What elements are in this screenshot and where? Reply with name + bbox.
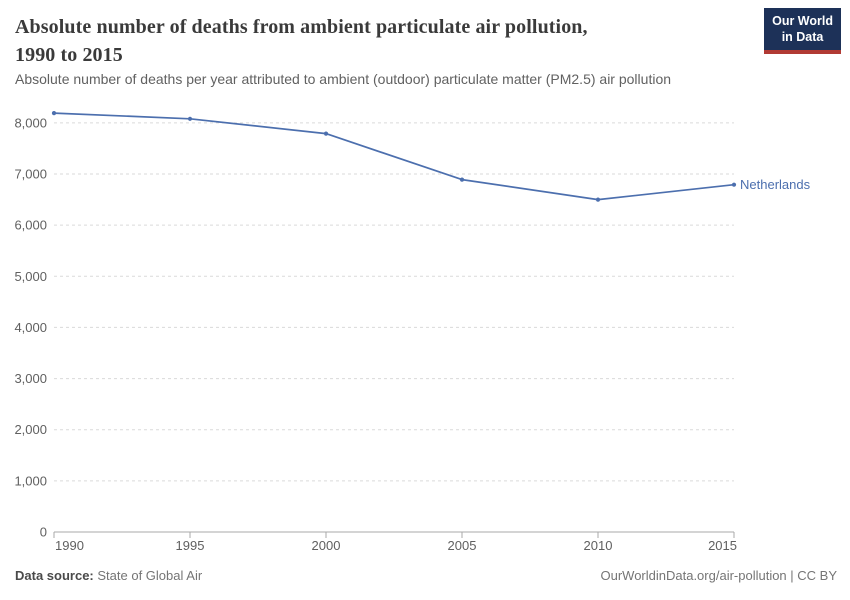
data-line bbox=[53, 112, 735, 201]
data-source-value: State of Global Air bbox=[97, 568, 203, 583]
series-end-label: Netherlands bbox=[740, 177, 811, 192]
x-axis-tick-label: 2005 bbox=[448, 538, 477, 553]
y-axis-tick-label: 5,000 bbox=[14, 269, 47, 284]
y-axis-tick-label: 6,000 bbox=[14, 218, 47, 233]
y-axis-tick-label: 0 bbox=[40, 525, 47, 540]
chart-subtitle: Absolute number of deaths per year attri… bbox=[15, 71, 672, 87]
x-axis-tick-label: 1995 bbox=[176, 538, 205, 553]
x-axis-tick-label: 2015 bbox=[708, 538, 737, 553]
owid-logo-line2: in Data bbox=[781, 30, 824, 45]
y-axis-tick-label: 3,000 bbox=[14, 371, 47, 386]
y-axis-tick-label: 2,000 bbox=[14, 422, 47, 437]
y-axis-tick-label: 4,000 bbox=[14, 320, 47, 335]
data-source: Data source: State of Global Air bbox=[15, 568, 202, 583]
x-axis-tick-label: 2010 bbox=[584, 538, 613, 553]
data-point-marker bbox=[51, 111, 57, 116]
data-source-label: Data source: bbox=[15, 568, 94, 583]
y-axis-tick-label: 8,000 bbox=[14, 115, 47, 130]
page-title: Absolute number of deaths from ambient p… bbox=[15, 14, 760, 69]
data-point-marker bbox=[323, 131, 329, 136]
data-point-marker bbox=[731, 182, 737, 187]
x-axis-tick-label: 2000 bbox=[312, 538, 341, 553]
x-axis-tick-label: 1990 bbox=[55, 538, 84, 553]
y-axis-tick-label: 7,000 bbox=[14, 167, 47, 182]
data-point-marker bbox=[459, 177, 465, 182]
owid-logo-line1: Our World bbox=[772, 14, 833, 28]
page-title-line1: Absolute number of deaths from ambient p… bbox=[15, 16, 588, 38]
page-title-line2: 1990 to 2015 bbox=[15, 43, 123, 66]
owid-logo[interactable]: Our World in Data bbox=[764, 8, 841, 54]
data-point-marker bbox=[595, 197, 601, 202]
footer-credit-link[interactable]: OurWorldinData.org/air-pollution | CC BY bbox=[600, 568, 837, 583]
data-point-marker bbox=[187, 116, 193, 121]
y-axis-tick-label: 1,000 bbox=[14, 473, 47, 488]
chart-footer: Data source: State of Global Air OurWorl… bbox=[15, 568, 837, 583]
